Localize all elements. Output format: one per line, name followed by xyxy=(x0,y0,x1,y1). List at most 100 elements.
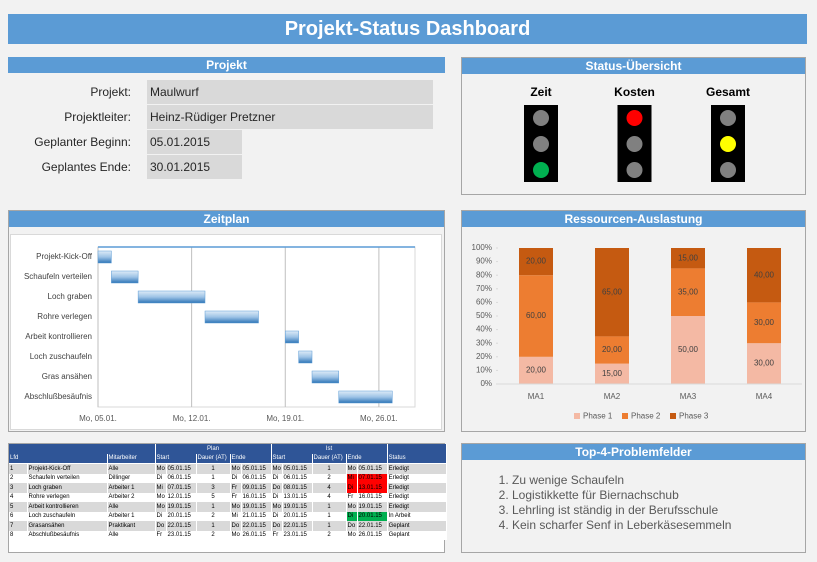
y-tick-label: Projekt-Kick-Off xyxy=(36,252,93,261)
panel-title: Projekt xyxy=(8,57,445,73)
page-title: Projekt-Status Dashboard xyxy=(8,14,807,44)
table-cell: Erledigt xyxy=(387,483,447,493)
y-tick-label: 90% xyxy=(476,257,492,266)
y-tick-label: 100% xyxy=(472,243,492,252)
field-value: Heinz-Rüdiger Pretzner xyxy=(147,105,433,129)
table-cell: 4 xyxy=(312,483,347,493)
y-tick-label: Gras ansähen xyxy=(42,372,92,381)
panel-title: Ressourcen-Auslastung xyxy=(462,211,805,227)
table-cell: Arbeit kontrollieren xyxy=(27,502,108,512)
problem-item: Lehrling ist ständig in der Berufsschule xyxy=(512,503,731,518)
y-tick-label: 40% xyxy=(476,325,492,334)
x-tick-label: MA2 xyxy=(604,392,621,401)
table-cell: Mi xyxy=(155,483,167,493)
column-header: Start xyxy=(271,453,313,464)
gantt-bar xyxy=(97,250,112,264)
bar-segment xyxy=(595,363,629,384)
gantt-bar xyxy=(204,310,259,324)
legend-label: Phase 1 xyxy=(583,412,613,421)
group-header: Ist xyxy=(271,444,388,454)
table-cell: Fr xyxy=(155,530,167,540)
group-header: Plan xyxy=(155,444,272,454)
field-value: 05.01.2015 xyxy=(147,130,242,154)
table-cell: Mo xyxy=(230,502,242,512)
table-cell: Mo xyxy=(346,502,358,512)
value-label: 30,00 xyxy=(754,359,775,368)
x-tick-label: MA3 xyxy=(680,392,697,401)
y-tick-label: Schaufeln verteilen xyxy=(24,272,92,281)
table-cell: 5 xyxy=(9,502,28,512)
table-cell: Fr xyxy=(346,492,358,502)
bar-segment xyxy=(519,275,553,357)
legend-label: Phase 3 xyxy=(679,412,709,421)
table-cell: 20.01.15 xyxy=(166,511,197,521)
table-cell: 13.01.15 xyxy=(357,483,388,493)
y-tick-label: Rohre verlegen xyxy=(37,312,92,321)
table-cell: Alle xyxy=(107,463,156,474)
table-cell: Loch zuschaufeln xyxy=(27,511,108,521)
value-label: 15,00 xyxy=(602,369,623,378)
plot-area xyxy=(97,246,416,408)
x-tick-label: Mo, 19.01. xyxy=(266,414,304,423)
column-header: Lfd xyxy=(9,453,108,464)
table-cell: 3 xyxy=(196,483,231,493)
table-cell: 22.01.15 xyxy=(357,521,388,531)
table-cell: Alle xyxy=(107,502,156,512)
table-cell: Arbeiter 1 xyxy=(107,511,156,521)
bar-segment xyxy=(747,302,781,344)
table-cell: Projekt-Kick-Off xyxy=(27,463,108,474)
table-cell: 12.01.15 xyxy=(166,492,197,502)
lamp xyxy=(626,136,643,152)
table-cell: Dillinger xyxy=(107,473,156,483)
bar-segment xyxy=(747,248,781,303)
legend-swatch xyxy=(670,413,676,419)
table-cell: Grasansähen xyxy=(27,521,108,531)
gantt-bar xyxy=(111,270,139,284)
table-cell: 8 xyxy=(9,530,28,540)
table-cell: Mo xyxy=(155,463,167,474)
value-label: 40,00 xyxy=(754,270,775,279)
column-header: Start xyxy=(155,453,197,464)
table-cell: 1 xyxy=(312,463,347,474)
column-header: Status xyxy=(387,453,447,464)
lamp xyxy=(533,162,549,178)
y-tick-label: 30% xyxy=(476,338,492,347)
bar-segment xyxy=(519,356,553,384)
table-cell: Erledigt xyxy=(387,492,447,502)
table-cell: 22.01.15 xyxy=(166,521,197,531)
table-cell: Di xyxy=(346,483,358,493)
table-cell: Di xyxy=(346,511,358,521)
table-cell: Arbeiter 2 xyxy=(107,492,156,502)
value-label: 20,00 xyxy=(526,257,547,266)
table-cell: Schaufeln verteilen xyxy=(27,473,108,483)
lamp xyxy=(626,110,643,126)
table-cell: Erledigt xyxy=(387,463,447,474)
table-cell: 16.01.15 xyxy=(357,492,388,502)
table-cell: Do xyxy=(271,521,283,531)
table-cell: 19.01.15 xyxy=(166,502,197,512)
lamp xyxy=(720,110,736,126)
legend-label: Phase 2 xyxy=(631,412,661,421)
table-cell: 1 xyxy=(312,521,347,531)
header-row: Plan Ist xyxy=(9,444,447,454)
panel-title: Status-Übersicht xyxy=(462,58,805,74)
column-header: Ende xyxy=(230,453,272,464)
field-label: Projekt: xyxy=(90,85,131,99)
table-cell: 16.01.15 xyxy=(241,492,272,502)
x-tick-label: MA1 xyxy=(528,392,545,401)
table-cell: Mo xyxy=(346,463,358,474)
y-tick-label: 80% xyxy=(476,270,492,279)
table-cell: 23.01.15 xyxy=(166,530,197,540)
table-cell: 2 xyxy=(312,530,347,540)
value-label: 50,00 xyxy=(678,345,699,354)
table-cell: 06.01.15 xyxy=(166,473,197,483)
y-tick-label: 20% xyxy=(476,352,492,361)
bar-segment xyxy=(519,248,553,276)
table-cell: 22.01.15 xyxy=(241,521,272,531)
header-cell xyxy=(387,444,447,454)
legend-swatch xyxy=(574,413,580,419)
bar-segment xyxy=(671,316,705,384)
table-cell: 1 xyxy=(196,502,231,512)
table-cell: Alle xyxy=(107,530,156,540)
